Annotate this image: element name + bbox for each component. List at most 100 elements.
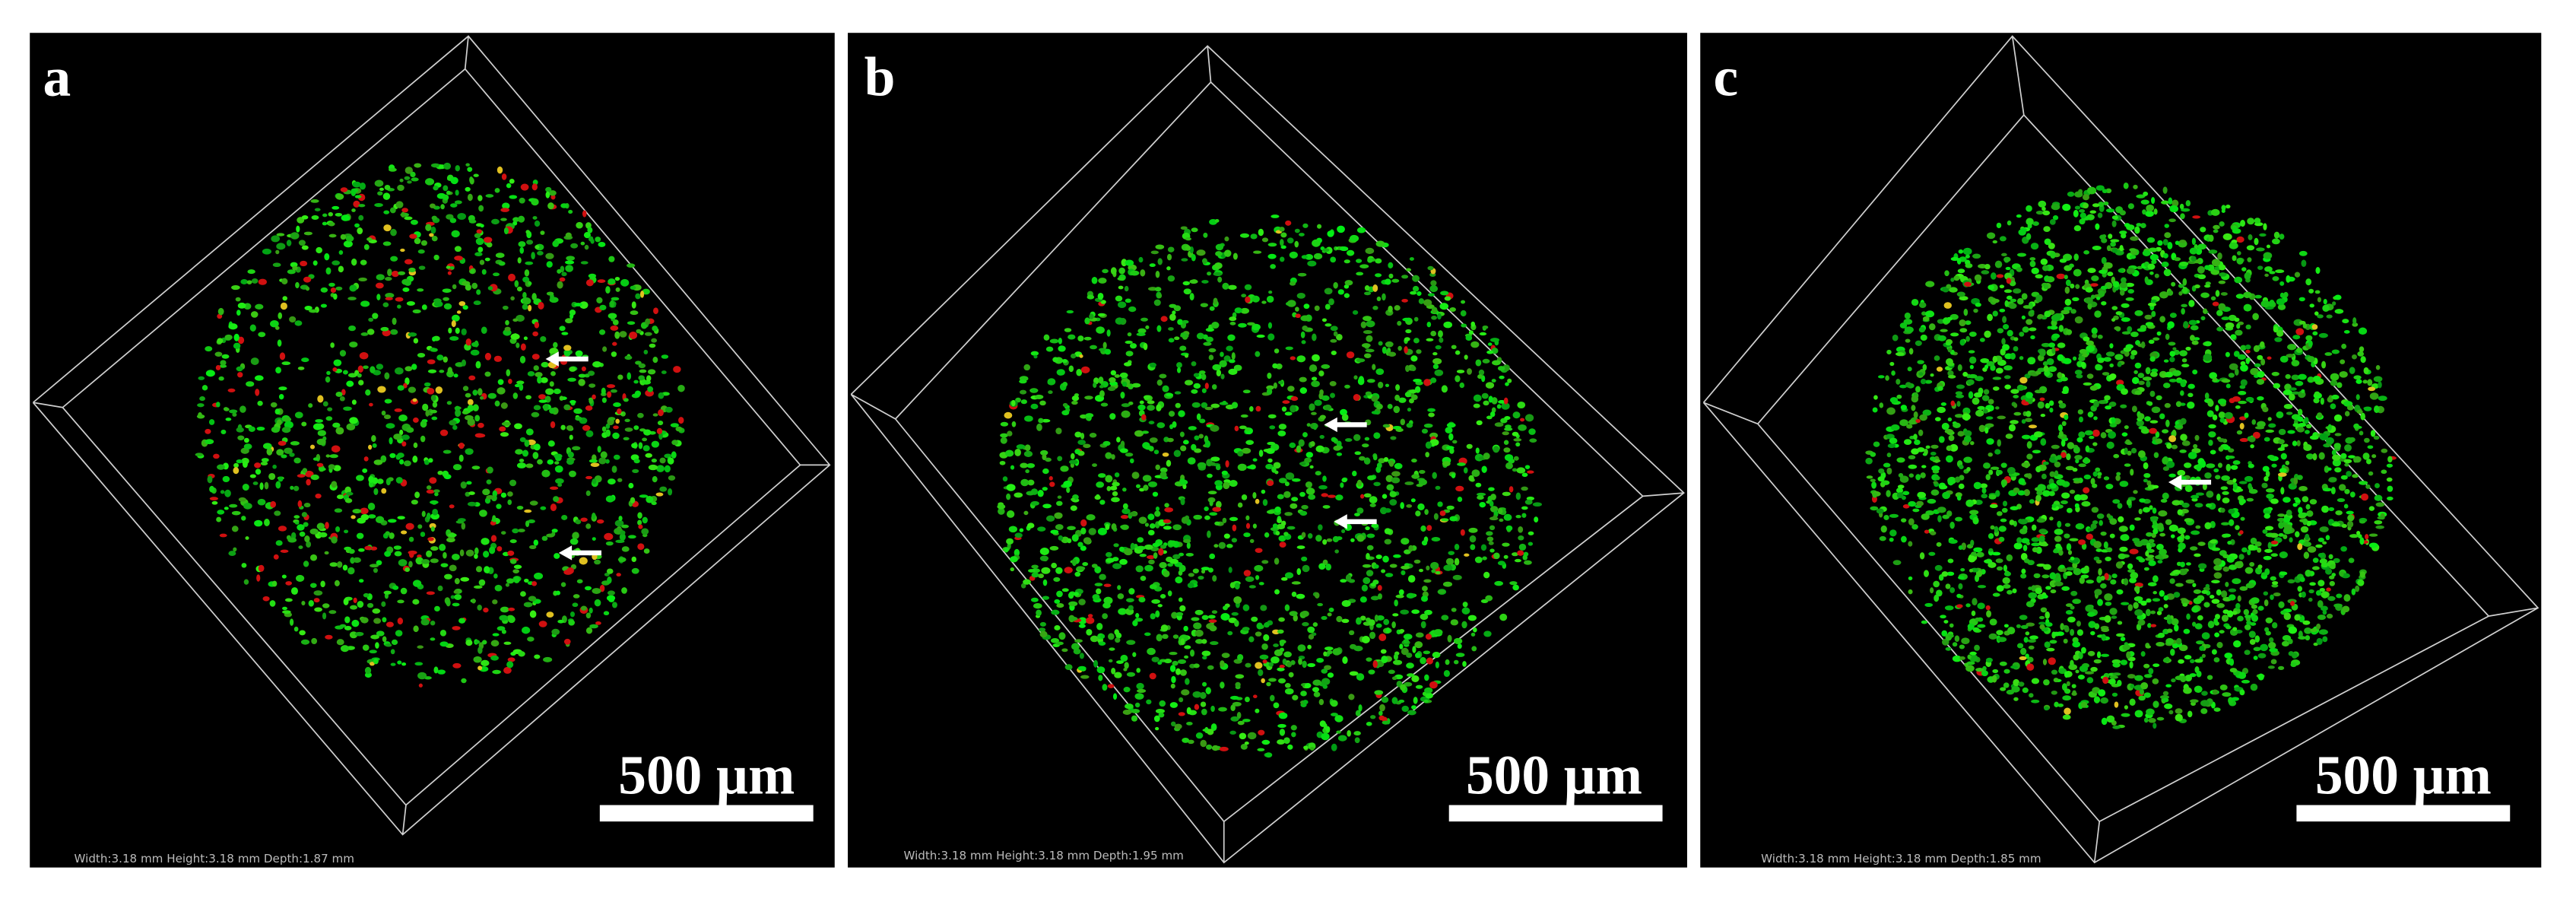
- cell: [2074, 205, 2081, 210]
- cell: [2112, 281, 2120, 288]
- cell: [2151, 368, 2159, 373]
- cell: [1521, 506, 1528, 510]
- cell: [1039, 627, 1046, 632]
- cell: [2296, 440, 2301, 446]
- cell: [1300, 691, 1307, 697]
- cell: [1360, 615, 1366, 621]
- cell: [1261, 560, 1269, 564]
- cell: [1041, 418, 1051, 423]
- cell: [1409, 257, 1414, 261]
- cell: [494, 584, 503, 592]
- cell: [1237, 451, 1244, 457]
- cell: [475, 566, 483, 573]
- cell: [1068, 334, 1076, 340]
- cell: [2197, 265, 2205, 274]
- cell: [2215, 405, 2219, 411]
- cell: [529, 500, 538, 506]
- cell: [1119, 558, 1128, 565]
- cell: [1185, 552, 1194, 557]
- cell: [2114, 701, 2119, 708]
- cell: [1300, 315, 1310, 322]
- cell: [601, 397, 607, 403]
- cell: [1889, 513, 1899, 518]
- cell: [2328, 507, 2335, 512]
- cell: [397, 453, 404, 459]
- cell: [2266, 244, 2271, 249]
- cell: [2101, 300, 2107, 306]
- cell: [2265, 429, 2275, 434]
- cell: [2222, 491, 2229, 495]
- cell: [235, 297, 241, 302]
- cell: [1997, 328, 2004, 334]
- cell: [2004, 300, 2009, 307]
- cell: [1483, 571, 1490, 579]
- cell: [598, 457, 607, 465]
- cell: [2158, 607, 2164, 612]
- cell: [1418, 469, 1426, 475]
- cell: [2146, 708, 2155, 716]
- cell: [1460, 529, 1465, 536]
- cell: [233, 547, 237, 552]
- cell: [1921, 311, 1927, 316]
- cell: [656, 465, 665, 472]
- cell: [1162, 634, 1169, 640]
- cell: [2243, 291, 2252, 298]
- cell: [2076, 437, 2083, 443]
- cell: [255, 303, 264, 310]
- cell: [1167, 563, 1173, 567]
- cell: [2263, 252, 2273, 259]
- cell: [1524, 499, 1533, 505]
- cell: [1135, 565, 1144, 573]
- cell: [335, 526, 341, 532]
- cell: [2022, 305, 2032, 309]
- cell: [2225, 383, 2231, 389]
- cell: [1453, 637, 1463, 645]
- cell: [2215, 290, 2220, 297]
- cell: [514, 280, 519, 287]
- cell: [1209, 553, 1216, 560]
- cell: [481, 538, 490, 545]
- cell: [1094, 566, 1102, 573]
- cell: [1042, 596, 1050, 600]
- cell: [517, 529, 525, 532]
- cell: [2195, 247, 2203, 256]
- cell: [1333, 445, 1341, 451]
- cell: [1404, 346, 1408, 354]
- cell: [224, 407, 230, 411]
- cell: [358, 277, 367, 282]
- cell: [454, 577, 460, 585]
- cell: [1215, 500, 1222, 509]
- cell: [1488, 541, 1494, 545]
- cell: [1401, 298, 1408, 303]
- cell: [1233, 596, 1242, 604]
- cell: [1056, 369, 1065, 376]
- cell: [289, 618, 294, 626]
- cell: [1102, 268, 1109, 274]
- cell: [1158, 712, 1165, 718]
- cell: [254, 519, 263, 527]
- cell: [1156, 404, 1162, 411]
- cell: [443, 162, 452, 170]
- cell: [1096, 326, 1105, 334]
- cell: [613, 454, 620, 460]
- cell: [1332, 648, 1341, 656]
- cell: [1126, 640, 1136, 645]
- cell: [1979, 338, 1985, 342]
- cell: [2241, 679, 2251, 684]
- cell: [1411, 675, 1420, 682]
- cell: [373, 567, 378, 573]
- cell: [1991, 551, 2001, 556]
- cell: [461, 359, 466, 367]
- cell: [482, 488, 490, 496]
- cell: [2202, 483, 2207, 491]
- cell: [1321, 364, 1331, 369]
- cell: [324, 551, 329, 555]
- cell: [408, 267, 416, 272]
- cell: [1366, 657, 1372, 662]
- cell: [1365, 391, 1372, 396]
- cell: [1386, 484, 1394, 491]
- cell: [1186, 707, 1191, 715]
- cell: [1122, 710, 1131, 715]
- cell: [627, 372, 632, 380]
- cell: [2367, 445, 2374, 449]
